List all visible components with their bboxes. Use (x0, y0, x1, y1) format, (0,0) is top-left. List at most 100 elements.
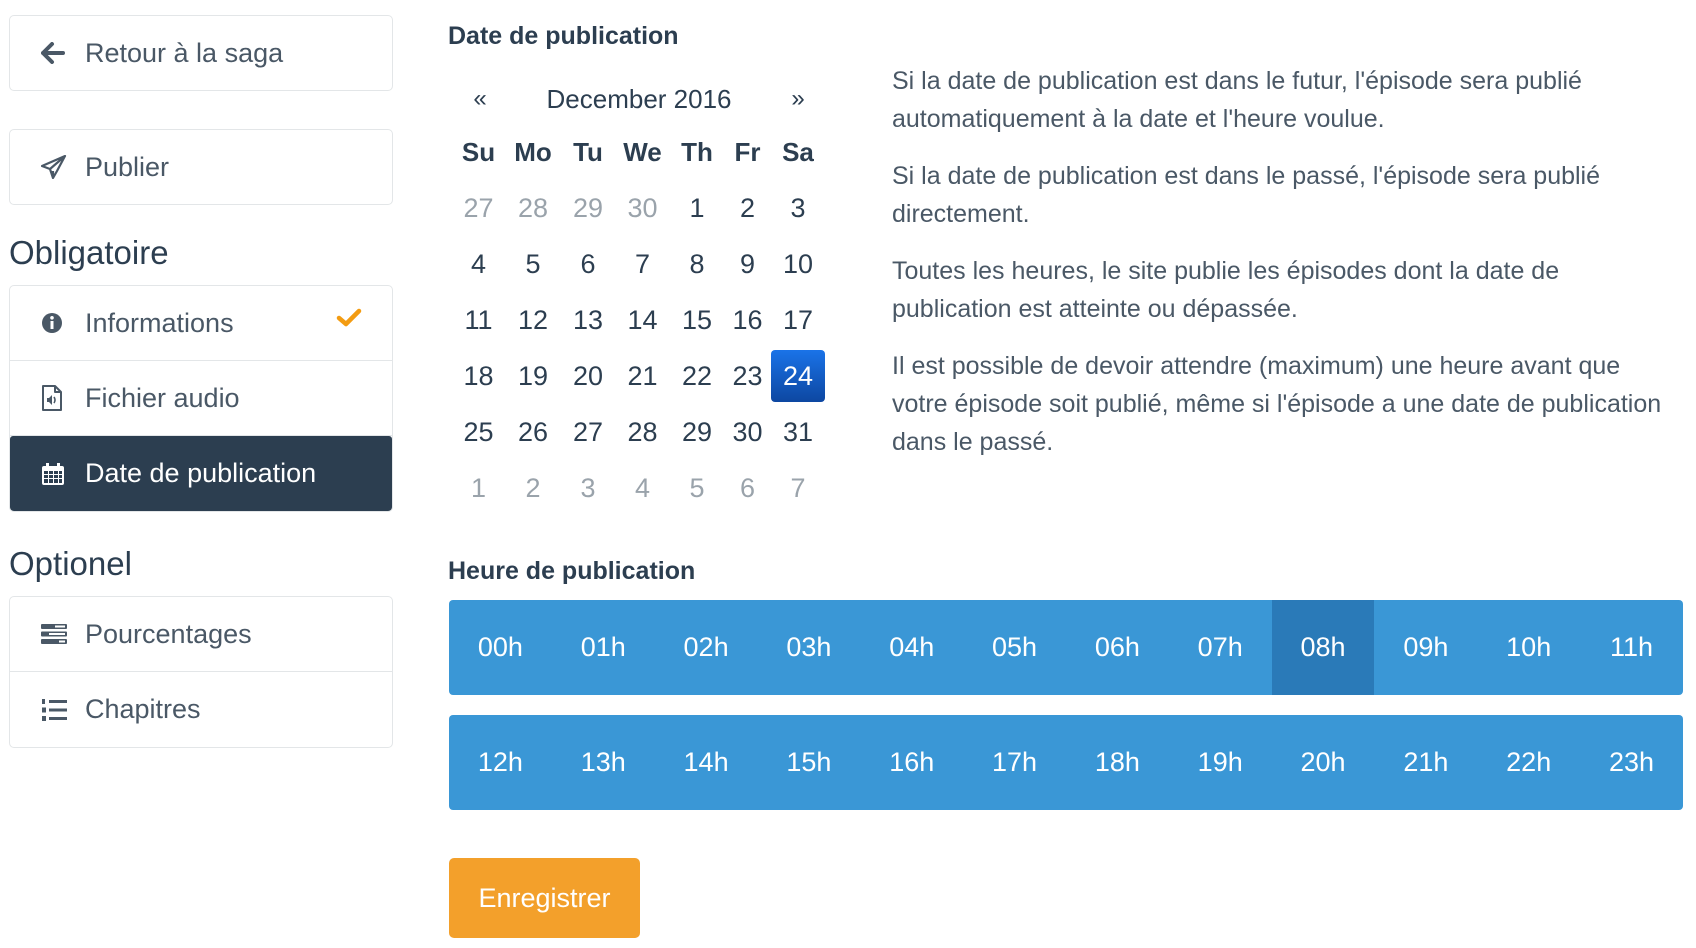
calendar-day[interactable]: 27 (463, 192, 494, 223)
weekday-header: Th (681, 136, 713, 167)
calendar-day[interactable]: 30 (732, 416, 763, 447)
sidebar-item-label: Informations (85, 307, 234, 338)
calendar-day[interactable]: 11 (464, 304, 493, 335)
hour-option[interactable]: 00h (477, 632, 523, 662)
hour-option[interactable]: 10h (1506, 632, 1552, 662)
hour-option[interactable]: 02h (683, 632, 729, 662)
publication-help: Si la date de publication est dans le fu… (892, 62, 1682, 480)
calendar-day[interactable]: 26 (517, 416, 549, 447)
calendar-day[interactable]: 6 (739, 472, 756, 503)
tasks-icon (41, 623, 73, 645)
calendar-day[interactable]: 10 (782, 248, 814, 279)
calendar-day[interactable]: 3 (580, 472, 596, 503)
calendar-day[interactable]: 9 (739, 248, 756, 279)
hour-option[interactable]: 19h (1197, 747, 1243, 777)
hour-option[interactable]: 18h (1094, 747, 1140, 777)
hour-option[interactable]: 04h (889, 632, 935, 662)
calendar-day[interactable]: 15 (681, 304, 713, 335)
hour-option[interactable]: 22h (1506, 747, 1552, 777)
calendar-day[interactable]: 2 (739, 192, 756, 223)
ordered-list-icon (41, 698, 73, 722)
optional-list: Pourcentages Chapitres (9, 596, 393, 748)
help-paragraph: Il est possible de devoir attendre (maxi… (892, 352, 1662, 456)
calendar-day[interactable]: 5 (689, 472, 705, 503)
calendar-day[interactable]: 23 (732, 360, 763, 391)
calendar-grid: Su Mo Tu We Th Fr Sa 27 28 29 30 1 2 3 4 5 6 7 8 9 10 11 12 13 1… (452, 124, 830, 516)
arrow-left-icon (41, 42, 73, 64)
hour-option[interactable]: 21h (1403, 747, 1449, 777)
sidebar-item-label: Date de publication (85, 458, 317, 488)
publish-button[interactable]: Publier (9, 129, 393, 205)
calendar-day[interactable]: 21 (627, 360, 658, 391)
calendar-day[interactable]: 5 (525, 248, 541, 279)
hour-option[interactable]: 13h (580, 747, 626, 777)
calendar-day[interactable]: 12 (517, 304, 549, 335)
calendar-day[interactable]: 28 (627, 416, 658, 447)
calendar-day[interactable]: 20 (572, 360, 604, 391)
month-title[interactable]: December 2016 (546, 83, 732, 114)
publish-label: Publier (85, 151, 170, 182)
hour-option[interactable]: 23h (1608, 747, 1655, 777)
weekday-header: Su (461, 136, 496, 167)
calendar-day[interactable]: 14 (627, 304, 658, 335)
optional-heading: Optionel (9, 545, 132, 582)
back-to-saga-button[interactable]: Retour à la saga (9, 15, 393, 91)
calendar-day[interactable]: 25 (463, 416, 494, 447)
calendar-icon (41, 462, 73, 486)
calendar-day[interactable]: 28 (517, 192, 549, 223)
hour-option[interactable]: 14h (683, 747, 729, 777)
back-to-saga-label: Retour à la saga (85, 37, 284, 68)
hour-option[interactable]: 20h (1300, 747, 1346, 777)
calendar-day[interactable]: 18 (463, 360, 494, 391)
calendar-day[interactable]: 30 (627, 192, 658, 223)
prev-month-button[interactable]: « (473, 85, 487, 112)
calendar-day[interactable]: 4 (470, 248, 487, 279)
next-month-button[interactable]: » (791, 85, 805, 112)
hour-option[interactable]: 09h (1403, 632, 1449, 662)
calendar-day[interactable]: 13 (572, 304, 604, 335)
calendar-day[interactable]: 29 (681, 416, 713, 447)
calendar-day[interactable]: 8 (689, 248, 705, 279)
sidebar-item-audio-file[interactable]: Fichier audio (10, 361, 392, 436)
hour-option[interactable]: 07h (1197, 632, 1243, 662)
weekday-header: Sa (782, 136, 814, 167)
hour-option[interactable]: 16h (889, 747, 935, 777)
hour-option[interactable]: 15h (786, 747, 832, 777)
weekday-header: Fr (734, 136, 761, 167)
calendar-day[interactable]: 4 (634, 472, 651, 503)
calendar-day[interactable]: 29 (572, 192, 604, 223)
calendar-day[interactable]: 6 (580, 248, 596, 279)
hour-option[interactable]: 01h (580, 632, 626, 662)
help-paragraph: Si la date de publication est dans le fu… (892, 67, 1582, 133)
sidebar-item-publication-date[interactable]: Date de publication (10, 436, 392, 511)
save-button[interactable]: Enregistrer (449, 858, 640, 938)
sidebar-item-percentages[interactable]: Pourcentages (10, 597, 392, 672)
calendar-day[interactable]: 27 (572, 416, 604, 447)
hour-option[interactable]: 12h (477, 747, 523, 777)
calendar-day[interactable]: 19 (517, 360, 549, 391)
hour-picker-row: 12h 13h 14h 15h 16h 17h 18h 19h 20h 21h 22h 23h (449, 715, 1683, 810)
hour-option[interactable]: 17h (992, 747, 1038, 777)
hour-option[interactable]: 06h (1094, 632, 1140, 662)
calendar-day[interactable]: 7 (634, 248, 651, 279)
calendar-day-selected[interactable]: 24 (771, 350, 825, 402)
weekday-header: We (623, 136, 662, 167)
hour-option[interactable]: 08h (1271, 600, 1375, 695)
calendar-day[interactable]: 2 (525, 472, 541, 503)
hour-option[interactable]: 11h (1610, 632, 1654, 662)
calendar-day[interactable]: 22 (681, 360, 713, 391)
sidebar: Retour à la saga Publier Obligatoire Inf… (9, 15, 393, 748)
publication-hour-label: Heure de publication (448, 557, 696, 585)
hour-option[interactable]: 03h (786, 632, 832, 662)
calendar-day[interactable]: 17 (782, 304, 814, 335)
sidebar-item-chapters[interactable]: Chapitres (10, 672, 392, 747)
sidebar-item-informations[interactable]: Informations (10, 286, 392, 361)
calendar-day[interactable]: 7 (790, 472, 806, 503)
calendar-day[interactable]: 1 (689, 192, 705, 223)
calendar-day[interactable]: 16 (732, 304, 763, 335)
calendar-day[interactable]: 31 (782, 416, 814, 447)
hour-option[interactable]: 05h (992, 632, 1038, 662)
calendar-day[interactable]: 1 (470, 472, 487, 503)
calendar-day[interactable]: 3 (790, 192, 806, 223)
sidebar-item-label: Pourcentages (85, 618, 252, 649)
